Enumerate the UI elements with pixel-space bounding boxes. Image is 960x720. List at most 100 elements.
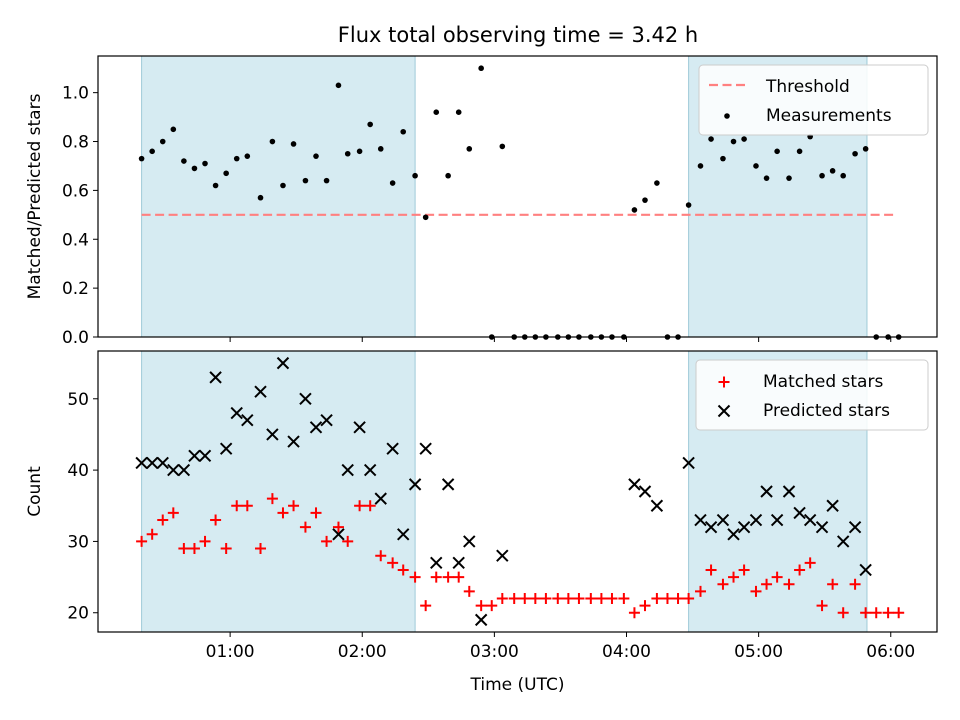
predicted-star-point — [496, 549, 509, 562]
measurement-point — [212, 182, 219, 189]
predicted-star-point — [815, 520, 829, 534]
matched-star-point — [804, 557, 816, 569]
measurement-point — [191, 165, 198, 172]
matched-star-point — [299, 521, 311, 533]
chart-title: Flux total observing time = 3.42 h — [338, 23, 698, 47]
matched-star-point — [220, 543, 232, 555]
x-tick-label: 05:00 — [734, 642, 783, 662]
top-legend: Threshold Measurements — [698, 64, 929, 136]
predicted-star-point — [254, 385, 267, 398]
predicted-star-point — [463, 535, 476, 548]
predicted-star-point — [276, 356, 290, 370]
predicted-star-point — [452, 556, 465, 570]
predicted-star-point — [793, 506, 806, 520]
matched-star-point — [430, 571, 442, 583]
predicted-star-point — [287, 435, 300, 448]
matched-star-point — [893, 607, 905, 619]
legend-label: Matched stars — [763, 372, 883, 392]
x-tick-label: 06:00 — [866, 642, 915, 662]
matched-star-point — [210, 514, 222, 526]
measurement-point — [233, 155, 240, 162]
matched-star-point — [882, 607, 894, 619]
top-y-axis-label: Matched/Predicted stars — [25, 93, 45, 299]
matched-star-point — [508, 592, 520, 604]
predicted-star-point — [230, 406, 243, 420]
matched-star-point — [738, 564, 750, 576]
bottom-y-tick-label: 40 — [67, 461, 89, 481]
predicted-star-point — [266, 428, 279, 441]
measurement-point — [478, 65, 484, 72]
measurement-point — [138, 155, 145, 162]
matched-star-point — [849, 578, 861, 590]
matched-star-point — [321, 535, 333, 547]
bottom-series-matched-stars — [136, 493, 905, 619]
matched-star-point — [496, 592, 508, 604]
matched-star-point — [595, 592, 607, 604]
matched-star-point — [761, 578, 773, 590]
measurement-point — [862, 146, 869, 152]
matched-star-point — [651, 592, 663, 604]
predicted-star-point — [363, 463, 377, 477]
top-y-tick-label: 0.4 — [62, 230, 89, 250]
matched-star-point — [420, 600, 432, 612]
top-legend-box — [698, 64, 929, 136]
predicted-star-point — [219, 442, 233, 455]
measurement-point — [367, 121, 373, 128]
predicted-star-point — [727, 528, 740, 541]
matched-star-point — [585, 592, 597, 604]
matched-star-point — [573, 592, 585, 604]
legend-label: Measurements — [766, 106, 892, 126]
measurement-point — [685, 202, 692, 208]
bottom-y-tick-label: 30 — [67, 532, 89, 552]
matched-star-point — [519, 592, 531, 604]
matched-star-point — [529, 592, 541, 604]
predicted-star-point — [803, 513, 817, 527]
matched-star-point — [136, 535, 148, 547]
matched-star-point — [255, 543, 267, 555]
predicted-star-point — [145, 456, 159, 470]
matched-star-point — [364, 500, 376, 512]
bottom-y-tick-label: 50 — [67, 390, 89, 410]
predicted-star-point — [760, 485, 773, 498]
matched-star-point — [453, 571, 465, 583]
matched-star-point — [442, 571, 454, 583]
predicted-star-point — [682, 456, 695, 470]
matched-star-point — [639, 600, 651, 612]
matched-star-point — [783, 578, 795, 590]
measurement-point — [697, 163, 704, 169]
matched-star-point — [332, 521, 344, 533]
predicted-star-point — [299, 392, 312, 405]
matched-star-point — [750, 585, 762, 597]
measurement-point — [786, 175, 792, 181]
top-panel-ratio-plot: 0.0 0.2 0.4 0.6 0.8 1.0 Matched/Predicted star… — [25, 55, 938, 348]
measurement-point — [708, 136, 714, 142]
legend-measurements-swatch — [724, 113, 730, 119]
measurement-point — [344, 150, 351, 157]
matched-star-point — [705, 564, 717, 576]
matched-star-point — [342, 535, 354, 547]
predicted-star-point — [770, 513, 784, 527]
matched-star-point — [486, 600, 498, 612]
legend-label: Predicted stars — [763, 401, 890, 421]
predicted-star-point — [474, 613, 488, 627]
measurement-point — [313, 153, 319, 159]
matched-star-point — [409, 571, 421, 583]
matched-star-point — [397, 564, 409, 576]
measurement-point — [159, 138, 166, 145]
predicted-star-point — [408, 478, 422, 491]
predicted-star-point — [188, 449, 201, 463]
measurement-point — [753, 163, 759, 169]
matched-star-point — [266, 493, 278, 505]
predicted-star-point — [836, 535, 850, 548]
predicted-star-point — [441, 478, 455, 491]
predicted-star-point — [353, 421, 366, 434]
bottom-y-axis-label: Count — [25, 466, 45, 517]
matched-star-point — [199, 535, 211, 547]
bottom-panel-count-plot: 20 30 40 50 01:00 02:00 03:00 04:00 05:00 06:00 Co… — [25, 350, 938, 695]
bottom-legend-box — [695, 359, 929, 431]
predicted-star-point — [341, 463, 354, 477]
matched-star-point — [552, 592, 564, 604]
measurement-point — [149, 148, 155, 155]
predicted-star-point — [419, 442, 432, 455]
top-shaded-interval-0 — [141, 55, 416, 338]
